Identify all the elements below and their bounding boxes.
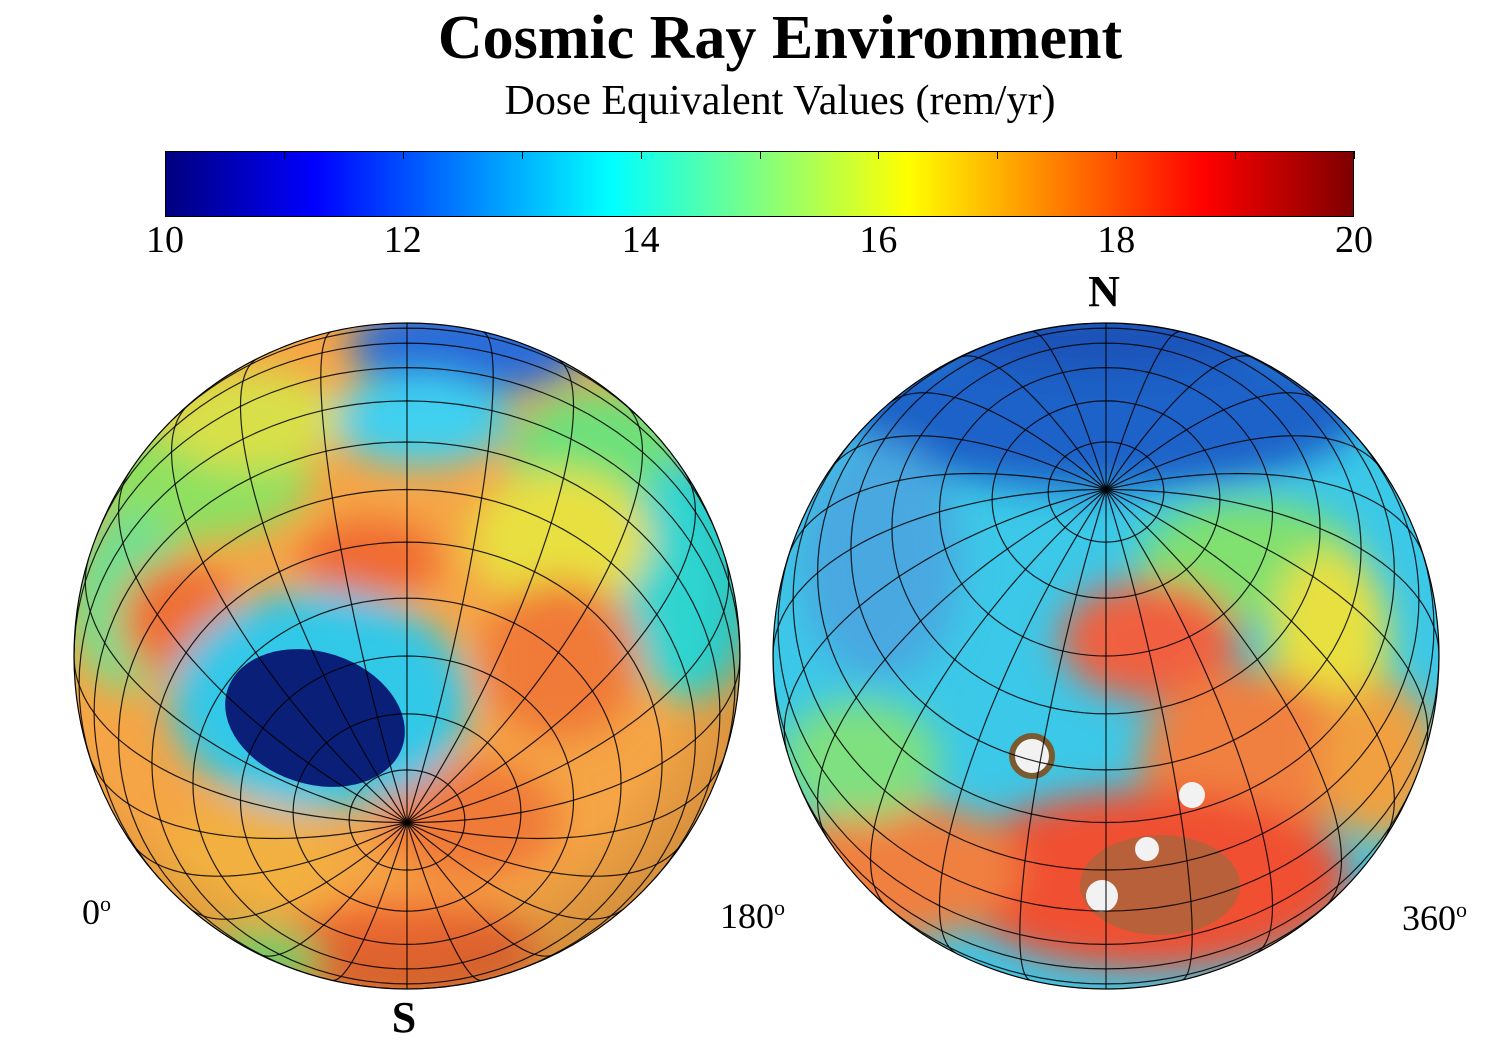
colorbar-tick [1354,151,1355,159]
colorbar-tick-label: 12 [383,219,422,261]
graticule-line [406,558,730,824]
graticule-line [332,822,408,982]
graticule-line [783,488,1107,754]
lon-label-0: 0o [82,891,111,932]
graticule-line [1105,488,1396,841]
graticule-line [89,758,408,840]
lon-label-360: 360o [1402,897,1467,938]
graticule-line [869,489,1107,908]
graticule-line [1031,330,1107,490]
graticule-line [406,822,482,982]
graticule-line [84,558,408,824]
graticule-line [1019,489,1107,981]
graticule-line [1105,392,1322,490]
graticule-line [1105,488,1439,657]
colorbar-tick-label: 20 [1335,219,1373,261]
graticule-line [1105,472,1424,554]
north-pole-label: N [1088,267,1120,316]
graticule-line [191,822,408,920]
graticule-line [1105,435,1381,491]
graticule-line [958,355,1107,490]
graticule-line [1105,488,1429,754]
colorbar-tick [759,151,761,159]
graticule-line [74,655,408,824]
colorbar-tick [1235,151,1237,159]
colorbar-tick [878,151,880,159]
south-pole-label: S [391,993,417,1042]
colorbar-tick [521,151,523,159]
graticule-line [320,331,408,823]
graticule-line [259,822,408,957]
graticule-line [938,489,1107,955]
graticule-line [1105,489,1343,908]
chart-subtitle: Dose Equivalent Values (rem/yr) [504,78,1056,124]
lon-label-180: 180o [720,895,785,936]
colorbar-tick-label: 16 [859,219,898,261]
graticule-line [406,404,644,823]
graticule-line [406,821,682,877]
globe-south-outline [73,322,741,990]
graticule-line [1105,330,1181,490]
colorbar [165,151,1354,217]
graticule-line [1105,489,1193,981]
graticule-line [890,392,1107,490]
colorbar-tick-label: 18 [1097,219,1136,261]
graticule-line [406,758,725,840]
graticule-line [1105,489,1274,955]
graticule-line [132,821,408,877]
colorbar-tick-label: 14 [621,219,660,261]
globe-north-outline [772,322,1440,990]
graticule-line [406,331,494,823]
colorbar-tick [165,151,166,159]
pavonis-mons [1135,837,1159,861]
chart-title: Cosmic Ray Environment [437,4,1123,72]
graticule-line [816,488,1107,841]
colorbar-tick [1116,151,1118,159]
graticule-line [170,404,408,823]
colorbar-tick [997,151,999,159]
ascraeus-mons [1179,782,1205,808]
graticule-line [406,655,740,824]
colorbar-tick [402,151,404,159]
graticule-line [406,822,555,957]
graticule-line [239,357,408,823]
graticule-line [831,435,1107,491]
graticule-line [406,822,623,920]
graticule-line [1105,355,1254,490]
colorbar-tick-label: 10 [146,219,184,261]
globe-north [773,323,1439,989]
graticule-line [406,357,575,823]
colorbar-tick [640,151,642,159]
graticule-line [117,471,408,824]
colorbar-tick [283,151,285,159]
graticule-line [788,472,1107,554]
graticule-line [406,471,697,824]
graticule-line [773,488,1107,657]
arsia-mons [1086,880,1118,912]
olympus-mons [1009,733,1055,779]
